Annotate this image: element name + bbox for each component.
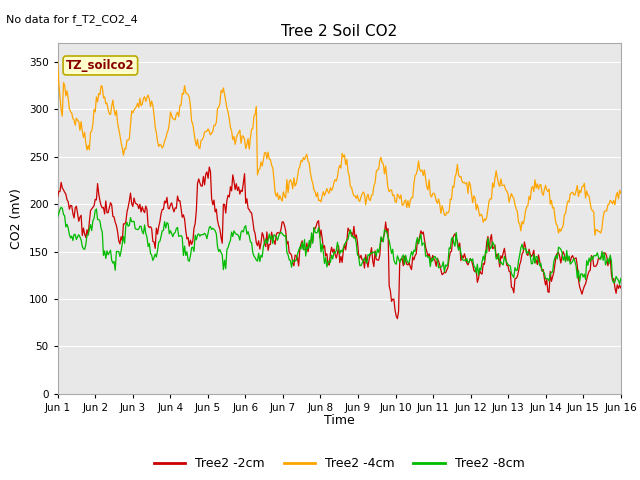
Legend: Tree2 -2cm, Tree2 -4cm, Tree2 -8cm: Tree2 -2cm, Tree2 -4cm, Tree2 -8cm	[149, 453, 529, 475]
Y-axis label: CO2 (mV): CO2 (mV)	[10, 188, 23, 249]
Text: TZ_soilco2: TZ_soilco2	[66, 59, 134, 72]
Text: No data for f_T2_CO2_4: No data for f_T2_CO2_4	[6, 14, 138, 25]
Title: Tree 2 Soil CO2: Tree 2 Soil CO2	[281, 24, 397, 39]
X-axis label: Time: Time	[324, 414, 355, 427]
